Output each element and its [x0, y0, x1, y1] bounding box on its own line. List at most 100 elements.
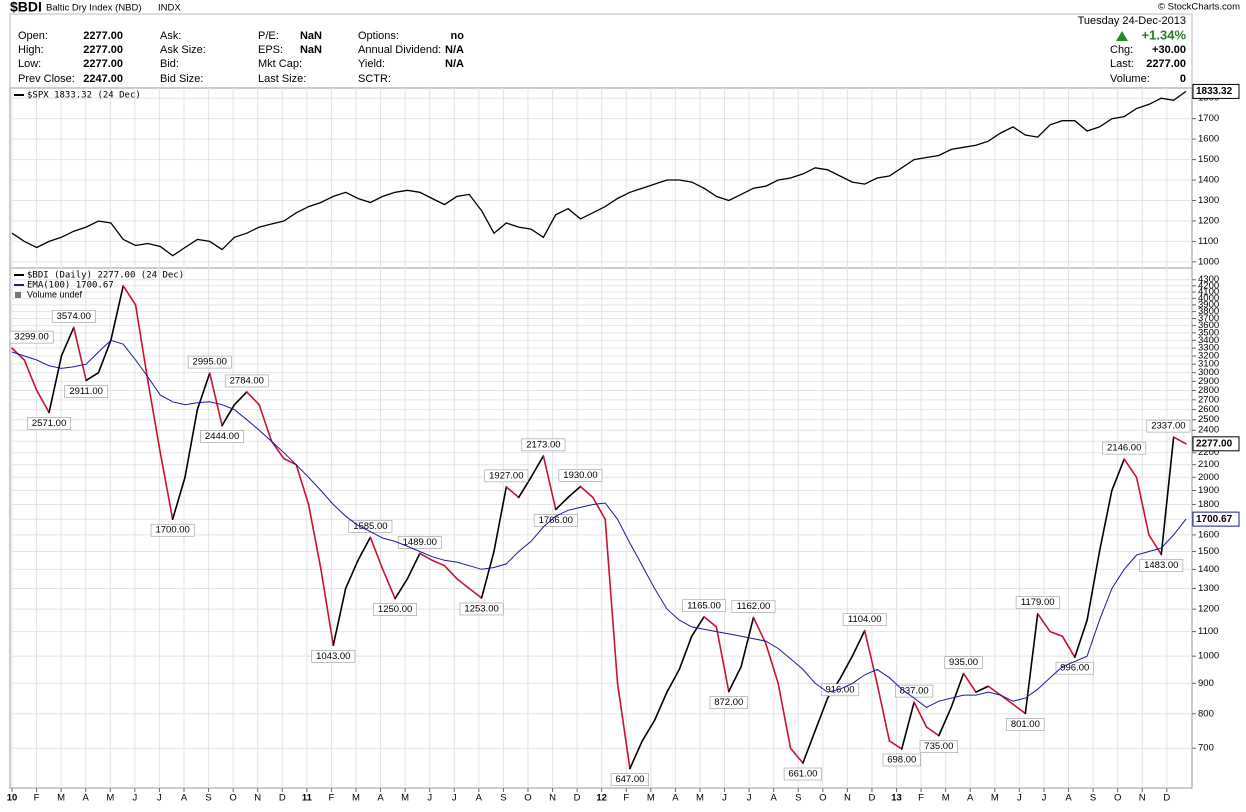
annotation-box — [373, 603, 417, 616]
price-segment — [641, 719, 656, 742]
y-tick-label: 1000 — [1198, 651, 1219, 662]
x-tick-label: J — [157, 793, 162, 804]
y-tick-label: 900 — [1198, 678, 1214, 689]
y-tick-label: 1700 — [1198, 113, 1219, 124]
x-tick-label: A — [770, 793, 777, 804]
price-segment — [777, 682, 792, 750]
annotation: 1927.00 — [489, 470, 523, 481]
price-segment — [72, 326, 87, 382]
price-segment — [789, 747, 804, 764]
x-tick-label: F — [918, 793, 924, 804]
annotation-box — [150, 523, 195, 537]
price-segment — [975, 685, 990, 693]
annotation-box — [1102, 441, 1147, 455]
x-tick-label: D — [1163, 793, 1170, 804]
y-tick-label: 3200 — [1198, 351, 1219, 362]
annotation-box — [944, 656, 983, 669]
price-segment — [678, 635, 693, 671]
y-tick-label: 3500 — [1198, 327, 1219, 338]
price-segment — [456, 577, 471, 590]
x-tick-label: N — [254, 793, 261, 804]
annotation-box — [9, 330, 54, 344]
price-segment — [851, 629, 866, 657]
price-segment — [431, 559, 446, 567]
exchange: INDX — [158, 3, 181, 14]
y-tick-label: 1300 — [1198, 195, 1219, 206]
field-value: no — [451, 30, 465, 42]
x-tick-label: S — [1090, 793, 1096, 804]
price-segment — [1135, 476, 1150, 536]
x-tick-label: N — [549, 793, 556, 804]
y-tick-label: 1200 — [1198, 215, 1219, 226]
y-tick-label: 1100 — [1198, 626, 1218, 637]
annotation: 2571.00 — [32, 418, 66, 429]
price-segment — [171, 476, 186, 521]
y-tick-label: 1500 — [1198, 546, 1219, 557]
annotation: 1043.00 — [316, 651, 350, 662]
annotation: 1585.00 — [353, 521, 387, 532]
field-value: NaN — [300, 30, 322, 42]
y-tick-label: 3100 — [1198, 359, 1219, 370]
price-segment — [530, 455, 545, 479]
lower-panel — [9, 267, 1193, 789]
price-segment — [468, 587, 483, 599]
x-tick-label: F — [329, 793, 335, 804]
field-label: Bid Size: — [160, 73, 203, 85]
annotation-box — [533, 514, 578, 527]
x-tick-label: S — [795, 793, 801, 804]
price-segment — [23, 359, 38, 392]
annotation: 647.00 — [615, 774, 644, 785]
annotation-box — [311, 650, 356, 663]
price-segment — [900, 701, 915, 750]
price-segment — [1012, 703, 1027, 715]
up-arrow — [1116, 31, 1128, 41]
y-tick-label: 2900 — [1198, 376, 1219, 387]
field-label: EPS: — [258, 44, 283, 56]
annotation-box — [1139, 559, 1184, 572]
field-label: SCTR: — [358, 73, 391, 85]
y-tick-label: 2100 — [1198, 459, 1219, 470]
price-segment — [1073, 619, 1088, 659]
last-value-label: 2277.00 — [1196, 438, 1233, 449]
y-tick-label: 3400 — [1198, 335, 1219, 346]
x-tick-label: A — [967, 793, 974, 804]
y-tick-label: 3700 — [1198, 313, 1219, 324]
price-segment — [839, 655, 854, 680]
annotation-box — [459, 602, 504, 616]
x-tick-label: D — [574, 793, 581, 804]
annotation: 2784.00 — [230, 375, 264, 386]
price-segment — [320, 568, 335, 647]
y-tick-label: 3000 — [1198, 367, 1219, 378]
legend-entry: EMA(100) 1700.67 — [27, 281, 114, 291]
field-label: Yield: — [358, 58, 385, 70]
price-segment — [950, 672, 965, 709]
price-segment — [962, 672, 977, 693]
annotation: 996.00 — [1060, 663, 1089, 674]
price-segment — [1172, 436, 1187, 445]
y-tick-label: 1800 — [1198, 499, 1219, 510]
annotation-box — [224, 374, 269, 388]
quote-value: 2277.00 — [1146, 58, 1186, 70]
price-segment — [715, 626, 730, 693]
x-tick-label: A — [181, 793, 188, 804]
annotation-box — [731, 600, 776, 613]
annotation: 2911.00 — [69, 386, 103, 397]
price-segment — [233, 391, 248, 406]
price-segment — [97, 339, 112, 374]
price-segment — [85, 371, 100, 382]
field-label: Options: — [358, 30, 399, 42]
price-segment — [1036, 612, 1051, 633]
x-tick-label: M — [57, 793, 65, 804]
price-segment — [913, 701, 928, 728]
security-name: Baltic Dry Index (NBD) — [46, 3, 142, 14]
price-segment — [703, 615, 718, 628]
annotation: 801.00 — [1011, 719, 1040, 730]
x-tick-label: J — [1017, 793, 1022, 804]
price-segment — [1049, 630, 1064, 638]
price-segment — [604, 518, 619, 685]
y-tick-label: 3800 — [1198, 306, 1219, 317]
price-segment — [1123, 458, 1138, 479]
last-value-tag — [1192, 83, 1240, 99]
field-label: Open: — [18, 30, 48, 42]
